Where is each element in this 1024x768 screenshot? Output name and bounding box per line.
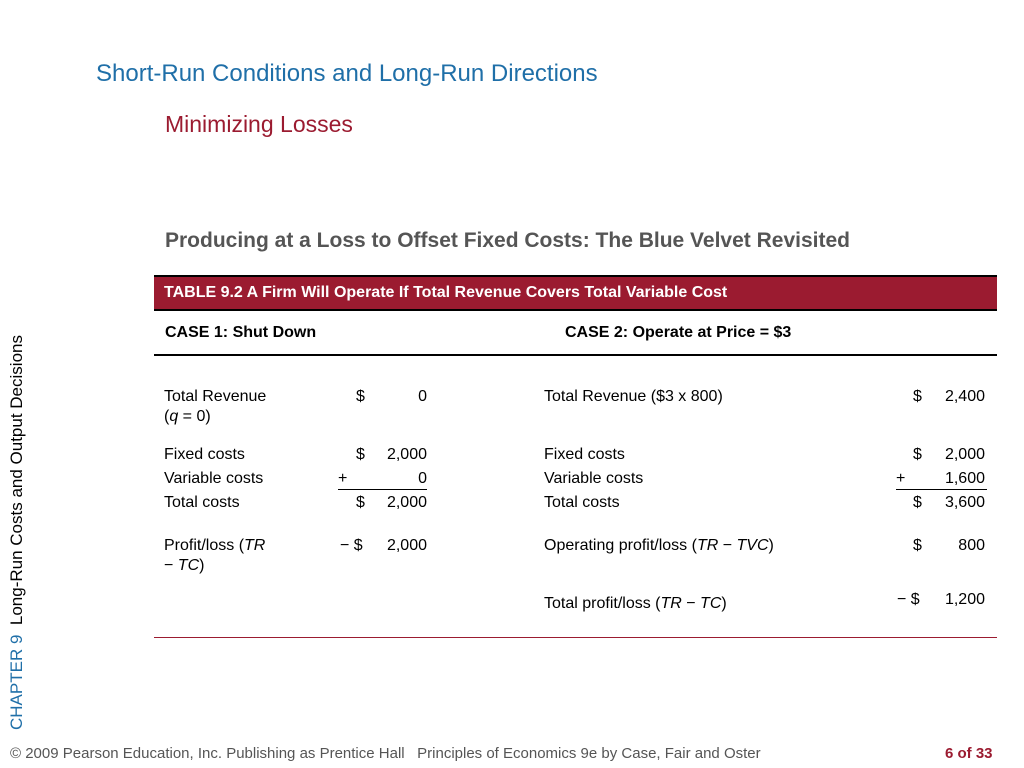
page-number: 6 of 33 <box>945 745 993 762</box>
footer-copyright: © 2009 Pearson Education, Inc. Publishin… <box>10 745 405 762</box>
case2-tc-sign: $ <box>913 494 922 511</box>
case1-vc-value: 0 <box>418 470 427 487</box>
case2-tr-sign: $ <box>913 388 922 405</box>
table-rule <box>154 309 997 311</box>
case1-tr-sign: $ <box>356 388 365 405</box>
slide-title: Short-Run Conditions and Long-Run Direct… <box>96 60 598 87</box>
case2-tp-sign: − $ <box>897 591 920 608</box>
case2-vc-label: Variable costs <box>544 470 644 487</box>
case1-tr-value: 0 <box>418 388 427 405</box>
case1-fc-label: Fixed costs <box>164 446 245 463</box>
case2-op-value: 800 <box>958 537 985 554</box>
case2-tp-value: 1,200 <box>944 591 985 608</box>
case1-vc-label: Variable costs <box>164 470 264 487</box>
case1-pl-sign: − $ <box>340 537 363 554</box>
case2-tr-value: 2,400 <box>944 388 985 405</box>
case2-tp-label: Total profit/loss (TR − TC) <box>544 595 727 612</box>
table-bottom-rule <box>154 637 997 638</box>
table-caption-bar: TABLE 9.2 A Firm Will Operate If Total R… <box>154 277 997 309</box>
case2-tc-value: 3,600 <box>944 494 985 511</box>
slide-subtitle: Minimizing Losses <box>165 111 353 137</box>
sidebar-chapter: CHAPTER 9 Long-Run Costs and Output Deci… <box>7 260 27 730</box>
case1-tc-sign: $ <box>356 494 365 511</box>
case2-op-label: Operating profit/loss (TR − TVC) <box>544 537 774 554</box>
case2-fc-label: Fixed costs <box>544 446 625 463</box>
footer-book: Principles of Economics 9e by Case, Fair… <box>417 745 761 762</box>
table-rule <box>154 354 997 356</box>
case2-op-sign: $ <box>913 537 922 554</box>
case1-fc-value: 2,000 <box>386 446 427 463</box>
case1-header: CASE 1: Shut Down <box>165 324 317 341</box>
case1-pl-label: Profit/loss (TR − TC) <box>164 537 266 574</box>
case2-tr-label: Total Revenue ($3 x 800) <box>544 388 723 405</box>
chapter-label: CHAPTER 9 <box>7 634 26 730</box>
case1-fc-sign: $ <box>356 446 365 463</box>
case1-pl-value: 2,000 <box>386 537 427 554</box>
case2-vc-sign: + <box>896 470 906 487</box>
table-top-rule <box>154 275 997 277</box>
case2-fc-sign: $ <box>913 446 922 463</box>
chapter-title: Long-Run Costs and Output Decisions <box>7 335 26 626</box>
case1-vc-sign: + <box>338 470 348 487</box>
case2-tc-label: Total costs <box>544 494 620 511</box>
case1-tc-label: Total costs <box>164 494 240 511</box>
case2-vc-underline: + 1,600 <box>896 469 987 490</box>
case1-vc-underline: + 0 <box>338 469 427 490</box>
case2-header: CASE 2: Operate at Price = $3 <box>565 324 792 341</box>
case1-tc-value: 2,000 <box>386 494 427 511</box>
case2-fc-value: 2,000 <box>944 446 985 463</box>
case1-tr-label: Total Revenue (q = 0) <box>164 388 267 425</box>
case2-vc-value: 1,600 <box>944 470 985 487</box>
table-caption: TABLE 9.2 A Firm Will Operate If Total R… <box>164 284 728 301</box>
footer-text: © 2009 Pearson Education, Inc. Publishin… <box>10 745 761 762</box>
section-heading: Producing at a Loss to Offset Fixed Cost… <box>165 229 850 252</box>
